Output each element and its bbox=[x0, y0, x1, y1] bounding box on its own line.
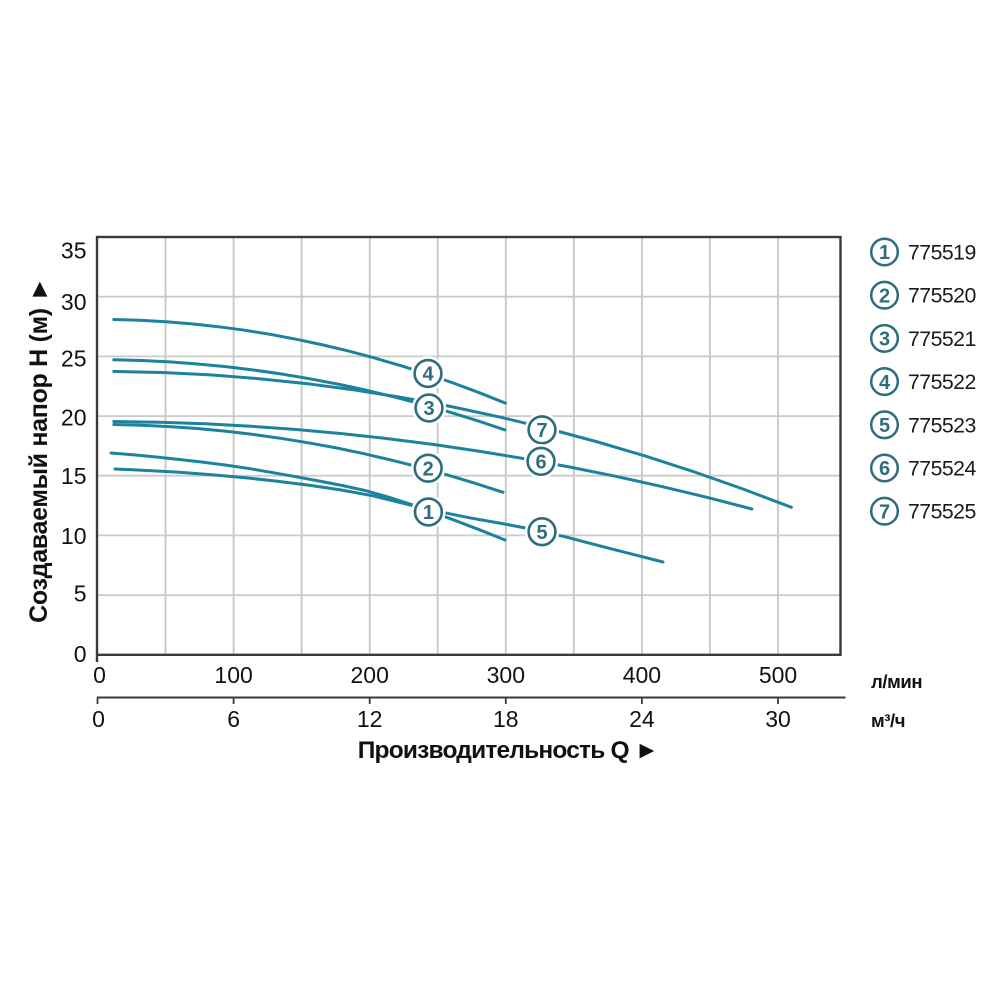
svg-text:18: 18 bbox=[493, 706, 519, 732]
svg-text:775523: 775523 bbox=[908, 413, 976, 437]
svg-text:5: 5 bbox=[536, 522, 547, 544]
svg-text:3: 3 bbox=[879, 329, 890, 351]
svg-text:2: 2 bbox=[423, 458, 434, 480]
svg-text:м³/ч: м³/ч bbox=[871, 710, 905, 731]
svg-text:Создаваемый напор Н (м) ►: Создаваемый напор Н (м) ► bbox=[25, 277, 53, 623]
svg-text:30: 30 bbox=[61, 289, 87, 315]
svg-text:25: 25 bbox=[61, 345, 87, 371]
svg-text:20: 20 bbox=[61, 404, 87, 430]
svg-text:4: 4 bbox=[879, 372, 891, 394]
svg-text:3: 3 bbox=[423, 398, 434, 420]
svg-text:5: 5 bbox=[74, 580, 87, 606]
svg-text:775519: 775519 bbox=[908, 241, 976, 265]
svg-text:6: 6 bbox=[227, 706, 240, 732]
svg-text:30: 30 bbox=[765, 706, 791, 732]
svg-text:1: 1 bbox=[423, 502, 434, 524]
svg-text:6: 6 bbox=[535, 452, 546, 474]
svg-text:100: 100 bbox=[214, 662, 252, 688]
svg-text:Производительность Q ►: Производительность Q ► bbox=[358, 737, 658, 764]
svg-text:0: 0 bbox=[74, 641, 87, 667]
svg-text:7: 7 bbox=[536, 420, 547, 442]
svg-text:12: 12 bbox=[357, 706, 383, 732]
svg-text:775520: 775520 bbox=[908, 284, 976, 308]
svg-text:35: 35 bbox=[61, 238, 87, 264]
svg-text:0: 0 bbox=[93, 662, 106, 688]
svg-text:7: 7 bbox=[879, 501, 890, 523]
svg-text:4: 4 bbox=[422, 364, 434, 386]
svg-text:15: 15 bbox=[61, 463, 87, 489]
svg-text:500: 500 bbox=[759, 662, 797, 688]
svg-text:10: 10 bbox=[61, 523, 87, 549]
svg-text:775521: 775521 bbox=[908, 327, 976, 351]
svg-text:775525: 775525 bbox=[908, 500, 976, 524]
svg-text:2: 2 bbox=[879, 285, 890, 307]
svg-text:0: 0 bbox=[92, 706, 105, 732]
svg-text:400: 400 bbox=[623, 662, 661, 688]
svg-text:5: 5 bbox=[879, 415, 890, 437]
svg-text:1: 1 bbox=[879, 242, 890, 264]
svg-text:200: 200 bbox=[351, 662, 389, 688]
svg-text:6: 6 bbox=[879, 458, 890, 480]
svg-text:л/мин: л/мин bbox=[871, 671, 922, 692]
svg-text:775524: 775524 bbox=[908, 457, 976, 481]
svg-text:24: 24 bbox=[629, 706, 655, 732]
svg-text:300: 300 bbox=[487, 662, 525, 688]
svg-text:775522: 775522 bbox=[908, 370, 976, 394]
